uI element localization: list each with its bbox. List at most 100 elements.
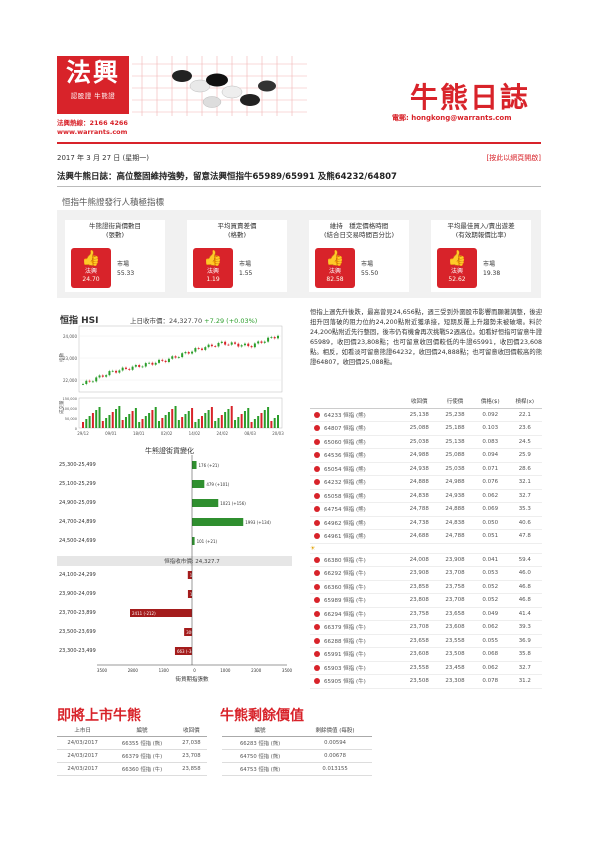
x-tick-label: 02/02	[161, 431, 173, 436]
table-cell: 66379 恒指 (牛)	[108, 749, 176, 763]
table-cell: 0.076	[472, 475, 508, 490]
list-item[interactable]: 24/03/2017 66360 恒指 (牛) 23,858	[57, 762, 207, 776]
market-value: 市場 55.33	[117, 261, 135, 277]
table-row[interactable]: 65903 恒指 (牛) 23,558 23,458 0.062 32.7	[310, 661, 542, 675]
candle	[197, 348, 200, 349]
table-row[interactable]: 66379 恒指 (牛) 23,708 23,608 0.062 39.3	[310, 620, 542, 635]
table-row[interactable]: 64232 恒指 (熊) 24,888 24,988 0.076 32.1	[310, 475, 542, 490]
volume-bar	[263, 410, 266, 428]
table-cell: 0.071	[472, 462, 508, 476]
table-cell: 64750 恒指 (熊)	[222, 749, 299, 763]
table-cell: 65989 恒指 (牛)	[324, 593, 402, 608]
volume-bar	[154, 407, 157, 428]
table-cell: 23,658	[401, 634, 438, 648]
candle	[105, 375, 108, 377]
indicator-card: 平均買賣差價 (格數) 👍 法興 1.19 市場 1.55	[187, 220, 287, 292]
table-row[interactable]: 65058 恒指 (熊) 24,838 24,938 0.062 32.7	[310, 489, 542, 503]
table-cell: 41.4	[507, 607, 542, 621]
price-plot-area	[78, 325, 283, 393]
warrant-icon	[314, 570, 320, 576]
table-cell: 27,038	[175, 736, 207, 750]
table-row[interactable]: 66292 恒指 (牛) 23,908 23,708 0.053 46.0	[310, 566, 542, 581]
volume-bar	[270, 421, 273, 428]
table-cell: 23,758	[401, 607, 438, 621]
table-cell: 64536 恒指 (熊)	[324, 448, 402, 463]
table-cell: 23,758	[437, 580, 473, 594]
list-item[interactable]: 24/03/2017 66379 恒指 (牛) 23,708	[57, 749, 207, 763]
list-item[interactable]: 64753 恒指 (熊) 0.013155	[222, 762, 372, 776]
candle	[217, 342, 220, 347]
table-row[interactable]: 66380 恒指 (牛) 24,008 23,908 0.041 59.4	[310, 553, 542, 567]
table-row[interactable]: 66360 恒指 (牛) 23,858 23,758 0.052 46.8	[310, 580, 542, 594]
volume-bar	[121, 420, 124, 428]
volume-bar	[230, 406, 233, 428]
volume-bar	[181, 417, 184, 428]
table-row[interactable]: 66288 恒指 (牛) 23,658 23,558 0.055 36.9	[310, 634, 542, 648]
indicator-card: 維持 穩定價格時間 (結合日交易時間百分比) 👍 法興 82.58 市場 55.50	[309, 220, 409, 292]
candle	[277, 335, 279, 339]
candle	[144, 363, 147, 367]
volume-bar	[164, 415, 167, 428]
table-header: 編號	[108, 724, 176, 737]
volume-bar	[115, 409, 118, 428]
volume-bar	[82, 422, 84, 428]
warrant-icon	[314, 583, 320, 590]
volume-bar	[118, 406, 121, 428]
candle	[191, 351, 194, 354]
table-row[interactable]: 65060 恒指 (熊) 25,038 25,138 0.083 24.5	[310, 435, 542, 449]
candle	[177, 357, 180, 358]
warrant-icon	[314, 411, 320, 418]
website-link[interactable]: www.warrants.com	[57, 128, 128, 136]
warrant-icon	[314, 452, 320, 458]
volume-bar	[197, 419, 200, 428]
bar-value-label: 158 (+158)	[190, 592, 213, 597]
table-cell: 23,858	[401, 580, 438, 594]
volume-bar	[227, 409, 230, 428]
table-row[interactable]: 65991 恒指 (牛) 23,608 23,508 0.068 35.8	[310, 647, 542, 662]
table-cell: 25,238	[437, 408, 473, 422]
volume-bar	[148, 413, 151, 428]
table-cell: 36.9	[507, 634, 542, 648]
category-label: 24,500-24,699	[59, 538, 96, 544]
candle	[171, 356, 174, 359]
table-row[interactable]: 64807 恒指 (熊) 25,088 25,188 0.103 23.6	[310, 421, 542, 436]
table-cell: 25,088	[401, 421, 438, 436]
list-item[interactable]: 64750 恒指 (熊) 0.00678	[222, 749, 372, 763]
x-tick-label: 2300	[251, 668, 262, 673]
table-cell: 64961 恒指 (熊)	[324, 529, 402, 544]
table-row[interactable]: 65905 恒指 (牛) 23,508 23,308 0.078 31.2	[310, 674, 542, 689]
table-row[interactable]: 64754 恒指 (熊) 24,788 24,888 0.069 35.3	[310, 502, 542, 517]
table-row[interactable]: 64536 恒指 (熊) 24,988 25,088 0.094 25.9	[310, 448, 542, 463]
table-cell: 23,508	[437, 647, 473, 662]
candle	[91, 381, 94, 383]
bear-bar	[192, 499, 219, 507]
table-row[interactable]: 64962 恒指 (熊) 24,738 24,838 0.050 40.6	[310, 516, 542, 530]
table-cell: 0.00678	[298, 749, 372, 763]
table-row[interactable]: 65054 恒指 (熊) 24,938 25,038 0.071 28.6	[310, 462, 542, 476]
contact-email[interactable]: 電郵: hongkong@warrants.com	[392, 114, 512, 122]
candle	[214, 346, 217, 347]
candle	[167, 358, 170, 362]
table-row[interactable]: 65989 恒指 (牛) 23,808 23,708 0.052 46.8	[310, 593, 542, 608]
table-row[interactable]: 64961 恒指 (熊) 24,688 24,788 0.051 47.8	[310, 529, 542, 544]
table-cell: 28.6	[507, 462, 542, 476]
table-row[interactable]: 64233 恒指 (熊) 25,138 25,238 0.092 22.1	[310, 408, 542, 422]
candle	[151, 362, 154, 365]
table-cell: 46.8	[507, 593, 542, 608]
hotline-block: 法興熱線：2166 4266 www.warrants.com	[57, 119, 128, 137]
list-item[interactable]: 66283 恒指 (熊) 0.00594	[222, 736, 372, 750]
indicator-card: 平均最佳買入/賣出遊差 (有效期報價比率) 👍 法興 52.62 市場 19.38	[431, 220, 531, 292]
list-item[interactable]: 24/03/2017 66355 恒指 (熊) 27,038	[57, 736, 207, 750]
table-cell: 24,938	[437, 489, 473, 503]
brand-title: 牛熊日誌	[410, 81, 531, 114]
open-online-link[interactable]: [按此以網頁開啟]	[486, 154, 541, 162]
header-divider	[57, 142, 541, 144]
warrant-icon	[314, 465, 320, 472]
table-row[interactable]: 66294 恒指 (牛) 23,758 23,658 0.049 41.4	[310, 607, 542, 621]
table-cell: 66288 恒指 (牛)	[324, 634, 402, 648]
candle	[141, 366, 144, 368]
table-cell: 22.1	[507, 408, 542, 422]
volume-bar	[247, 408, 250, 428]
warrant-icon	[314, 597, 320, 603]
x-tick-label: 0	[193, 668, 196, 673]
